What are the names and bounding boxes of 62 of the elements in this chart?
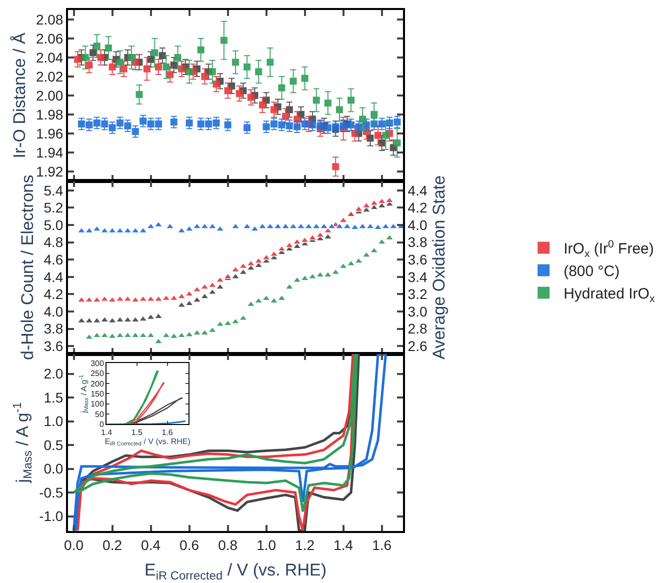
y-tick-label: 2.04 [36,49,64,66]
y2-axis-title: Average Oxidation State [429,175,448,360]
y-tick-label: 150 [90,390,104,399]
x-axis-title: E$_{iR Corrected}$ / V (vs. RHE) [104,436,191,448]
y2-tick-label: 2.8 [408,320,428,337]
y-tick-label: 50 [95,410,104,419]
x-tick-label: 1.6 [162,428,174,437]
y2-tick-label: 3.8 [408,234,428,250]
x-tick-label: 0.6 [180,536,200,553]
y-tick-label: 250 [90,369,104,378]
y-tick-label: 5.4 [44,182,64,198]
y2-tick-label: 3.6 [408,251,428,268]
y2-tick-label: 2.6 [408,338,428,354]
y-tick-label: 0 [99,420,104,429]
y-tick-label: 1.5 [44,389,64,406]
y-tick-label: 0.0 [44,460,64,477]
x-axis-title: E$_{iR Corrected}$ / V (vs. RHE) [144,560,326,582]
y-tick-label: 5.0 [44,216,64,233]
y-tick-label: 2.08 [36,11,64,28]
y-tick-label: -1.0 [39,508,64,524]
y2-tick-label: 3.0 [408,303,428,320]
y-tick-label: 2.0 [44,366,64,382]
y2-tick-label: 3.2 [408,286,428,302]
y-tick-label: -0.5 [39,484,64,500]
y-tick-label: 4.6 [44,251,64,268]
y-tick-label: 1.98 [36,106,64,122]
y-tick-label: 2.00 [36,87,64,104]
x-tick-label: 0.8 [218,536,238,553]
y2-tick-label: 4.0 [408,216,428,233]
x-tick-label: 1.2 [295,536,315,553]
y2-tick-label: 4.4 [408,182,428,198]
y-tick-label: 4.2 [44,286,64,302]
y-tick-label: 4.8 [44,234,64,250]
y-tick-label: 0.5 [44,436,64,453]
y-tick-label: 2.06 [36,30,64,46]
x-tick-label: 0.4 [141,536,161,553]
x-tick-label: 1.4 [100,428,113,437]
y-axis-title: d-Hole Count / Electrons [18,174,37,360]
y-tick-label: 3.8 [44,320,64,337]
y-tick-label: 200 [90,379,104,388]
y-tick-label: 100 [90,400,104,409]
y2-tick-label: 4.2 [408,200,428,216]
y-tick-label: 4.0 [44,303,64,320]
y-tick-label: 1.92 [36,163,64,180]
y-tick-label: 3.6 [44,338,64,354]
y2-tick-label: 3.4 [408,268,428,285]
legend-label: Hydrated IrO$_{x}$ [564,286,656,305]
x-tick-label: 0.2 [102,536,122,553]
x-tick-label: 1.5 [131,428,144,437]
y-axis-title: Ir-O Distance / Å [10,32,29,158]
y-tick-label: 1.94 [36,144,64,160]
y-tick-label: 4.4 [44,268,64,285]
y-tick-label: 1.96 [36,125,64,142]
legend-label: (800 °C) [564,263,620,280]
x-tick-label: 1.4 [334,536,354,553]
legend-label: IrO$_{x}$ (Ir$^{0}$ Free) [564,238,654,260]
x-tick-label: 0.0 [64,536,84,553]
y-tick-label: 5.2 [44,200,64,216]
x-tick-label: 1.0 [256,536,276,553]
y-tick-label: 300 [90,359,104,368]
y-tick-label: 2.02 [36,68,64,84]
x-tick-label: 1.6 [372,536,392,553]
